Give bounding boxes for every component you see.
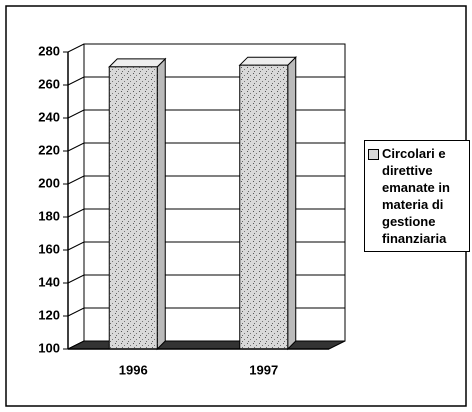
grid-line-side — [67, 76, 85, 86]
y-tick-label: 120 — [38, 307, 60, 322]
y-tick-label: 220 — [38, 142, 60, 157]
x-tick-label: 1997 — [249, 362, 278, 377]
bar-top — [238, 56, 297, 66]
y-tick-label: 100 — [38, 340, 60, 355]
bar-side — [287, 55, 297, 351]
bar-texture — [239, 65, 288, 349]
y-tick-label: 260 — [38, 76, 60, 91]
y-tick-label: 140 — [38, 274, 60, 289]
grid-line-side — [67, 175, 85, 185]
bar-texture — [109, 66, 158, 349]
grid-line-side — [67, 307, 85, 317]
grid-line-side — [67, 142, 85, 152]
y-tick-label: 160 — [38, 241, 60, 256]
legend-label: Circolari e direttive emanate in materia… — [382, 146, 450, 246]
grid-line-side — [67, 208, 85, 218]
y-tick-label: 200 — [38, 175, 60, 190]
grid-line-side — [67, 274, 85, 284]
x-tick-label: 1996 — [119, 362, 148, 377]
grid-line-side — [67, 109, 85, 119]
grid-line-side — [67, 241, 85, 251]
y-tick-label: 180 — [38, 208, 60, 223]
y-tick-label: 240 — [38, 109, 60, 124]
bar-side — [156, 57, 166, 351]
legend-key — [368, 149, 379, 160]
y-tick-label: 280 — [38, 43, 60, 58]
legend: Circolari e direttive emanate in materia… — [364, 140, 470, 252]
bar-top — [108, 58, 167, 68]
grid-line-side — [67, 43, 85, 53]
